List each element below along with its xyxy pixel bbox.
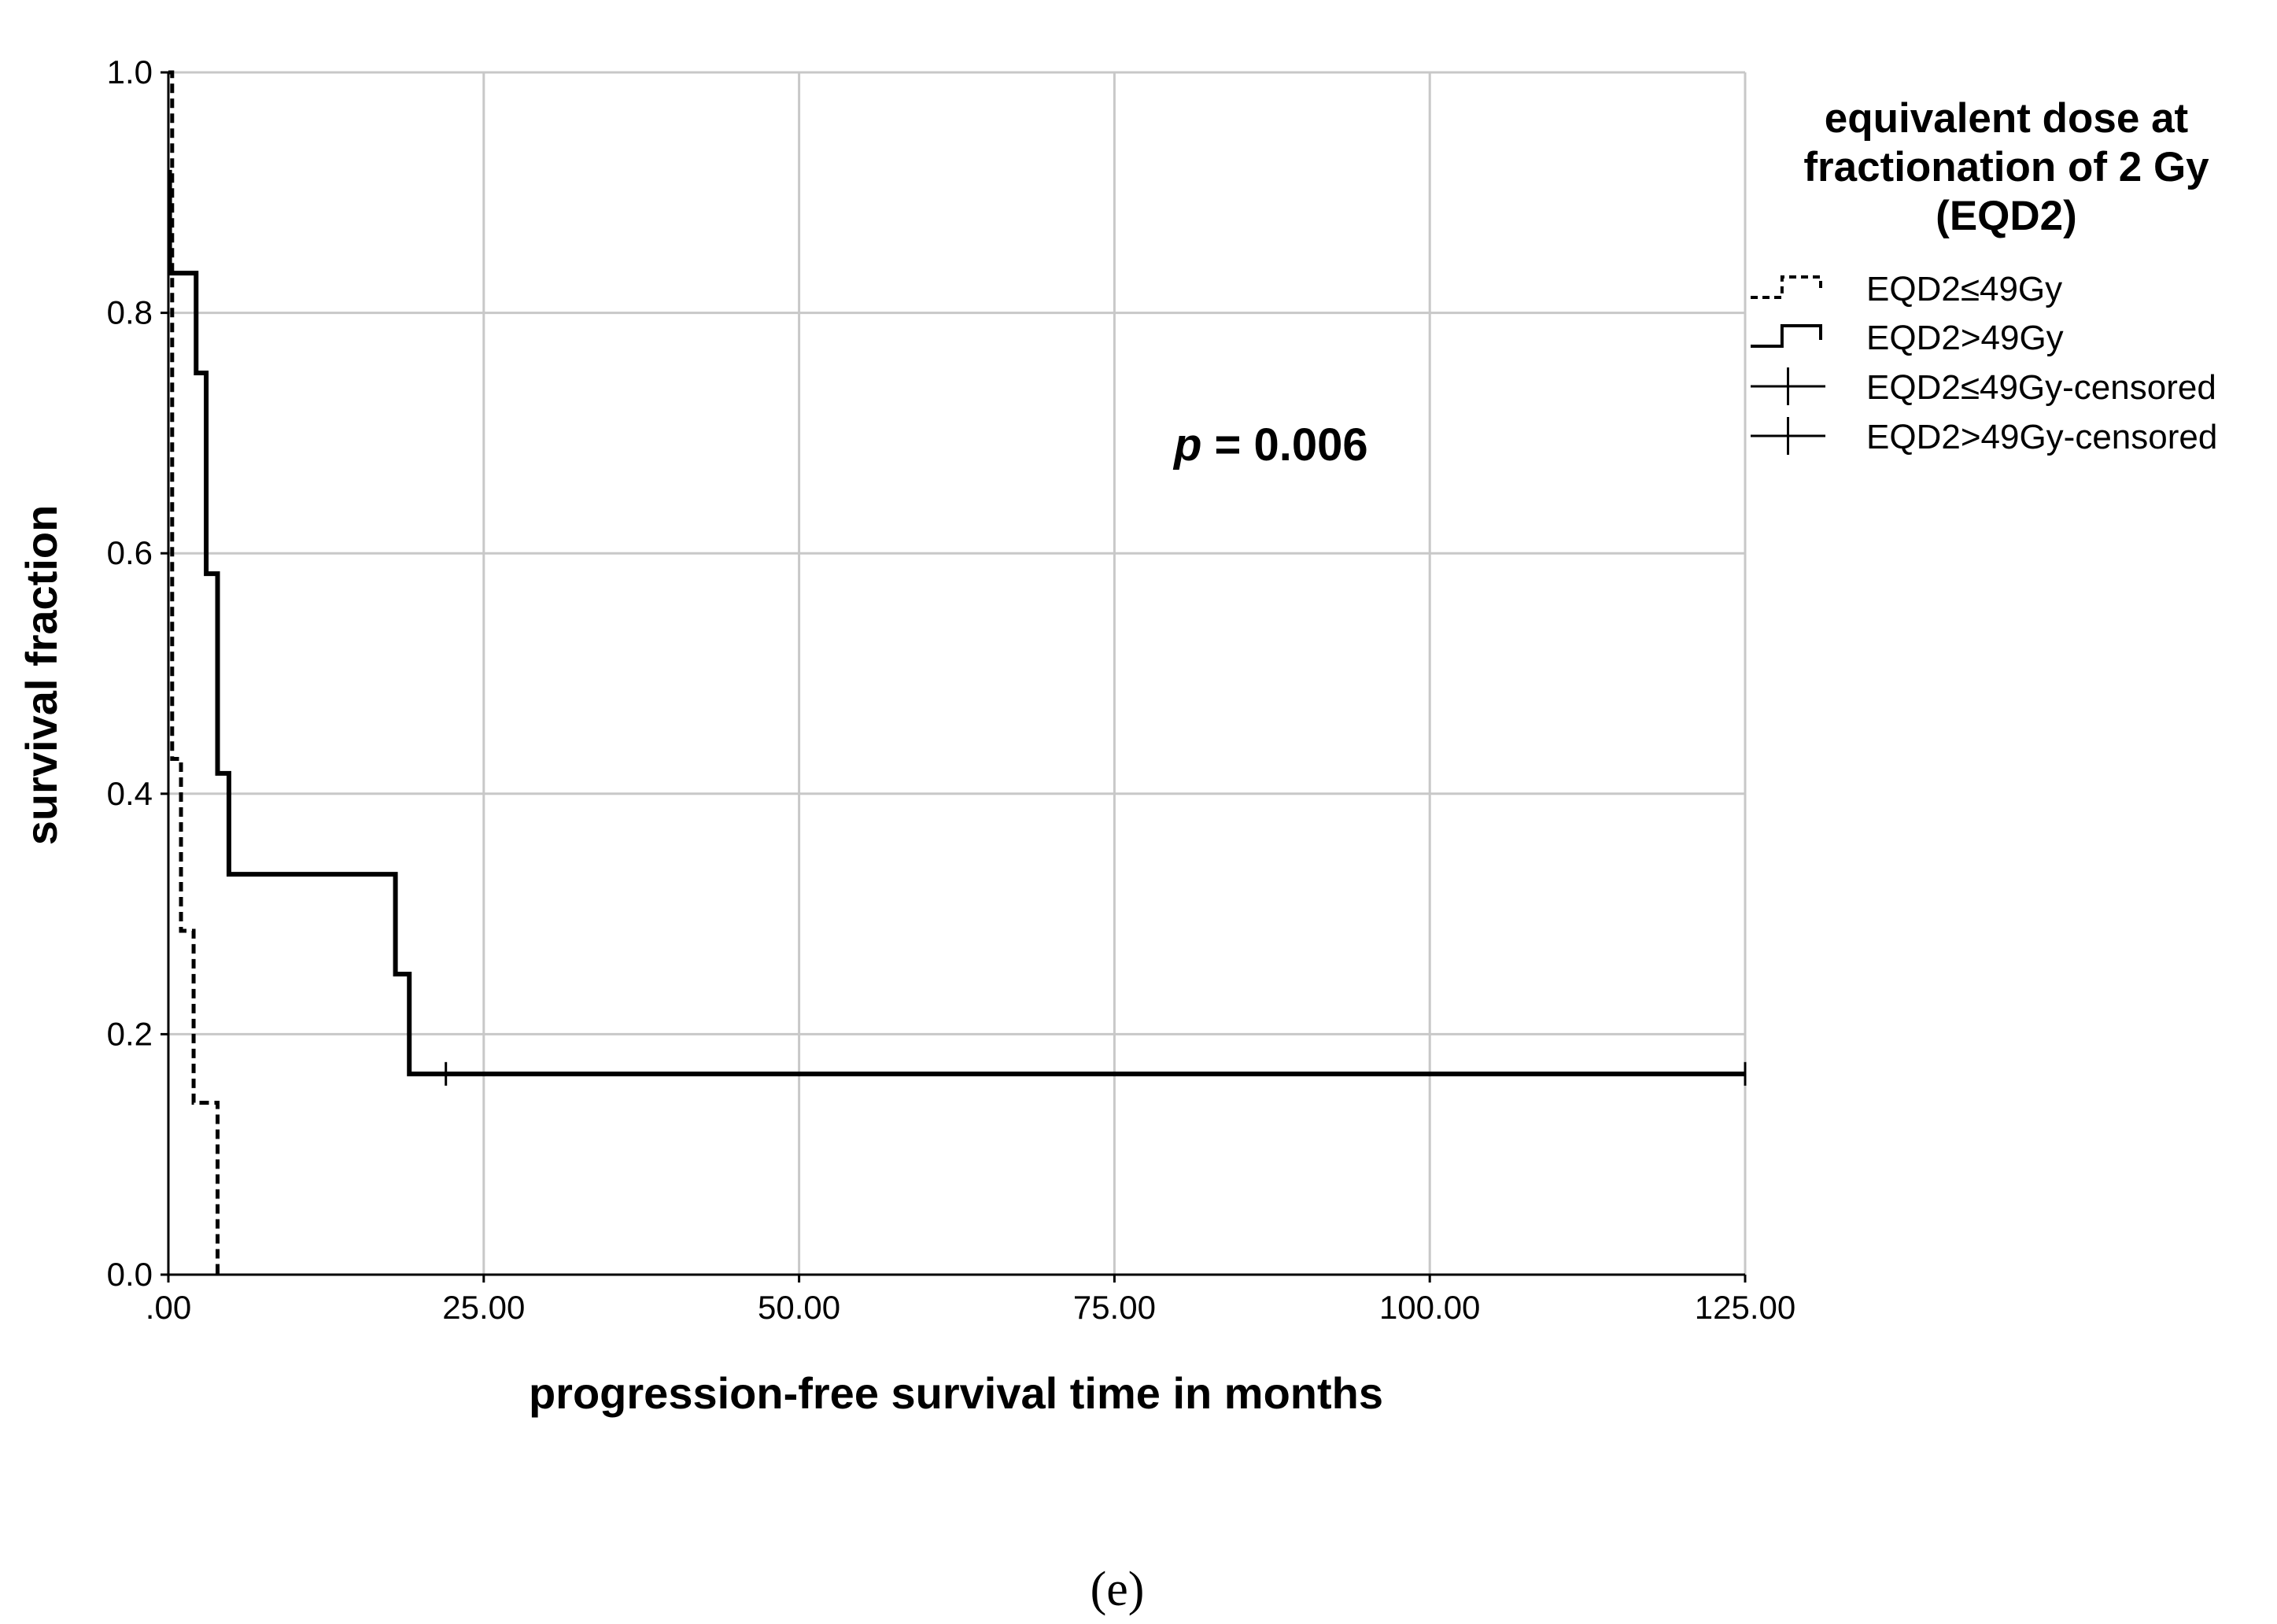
- axes: [167, 72, 1745, 1276]
- legend-entry: EQD2≤49Gy: [1751, 270, 2062, 308]
- y-tick-label: 0.4: [107, 775, 153, 812]
- x-axis-title: progression-free survival time in months: [529, 1368, 1383, 1418]
- legend-title-line-2: fractionation of 2 Gy: [1803, 144, 2209, 190]
- x-axis-ticks: .00 25.00 50.00 75.00 100.00 125.00: [146, 1275, 1795, 1326]
- x-tick-label: 75.00: [1073, 1289, 1156, 1326]
- panel-label: (e): [1091, 1563, 1145, 1616]
- y-tick-label: 0.6: [107, 534, 153, 571]
- legend-swatch-solid: [1751, 324, 1822, 348]
- curve-eqd2-le-49gy: [168, 70, 220, 1275]
- x-tick-label: 100.00: [1379, 1289, 1480, 1326]
- censor-marks: [445, 1061, 1747, 1086]
- legend-entry: EQD2>49Gy: [1751, 319, 2064, 357]
- legend-label: EQD2>49Gy: [1866, 319, 2064, 357]
- x-tick-label: 25.00: [442, 1289, 525, 1326]
- p-value-text: = 0.006: [1201, 419, 1367, 471]
- legend-swatch-dashed: [1751, 275, 1822, 299]
- x-tick-label: .00: [146, 1289, 191, 1326]
- legend-entry: EQD2≤49Gy-censored: [1751, 367, 2216, 407]
- y-tick-label: 0.8: [107, 294, 153, 331]
- legend-title-line-3: (EQD2): [1936, 193, 2077, 239]
- legend-label: EQD2>49Gy-censored: [1866, 418, 2217, 456]
- grid-lines: [168, 71, 1747, 1275]
- y-axis-ticks: 0.0 0.2 0.4 0.6 0.8 1.0: [107, 54, 168, 1293]
- y-tick-label: 0.2: [107, 1015, 153, 1052]
- y-axis-title: survival fraction: [17, 505, 66, 846]
- survival-curves: [167, 70, 1745, 1275]
- y-tick-label: 1.0: [107, 54, 153, 90]
- legend-entry: EQD2>49Gy-censored: [1751, 417, 2217, 456]
- legend-label: EQD2≤49Gy-censored: [1866, 368, 2216, 407]
- x-tick-label: 125.00: [1695, 1289, 1795, 1326]
- legend-label: EQD2≤49Gy: [1866, 270, 2062, 308]
- curve-eqd2-gt-49gy: [167, 169, 1745, 1076]
- legend: equivalent dose at fractionation of 2 Gy…: [1751, 95, 2217, 456]
- p-value-annotation: p = 0.006: [1172, 419, 1368, 471]
- y-tick-label: 0.0: [107, 1256, 153, 1293]
- p-value-symbol: p: [1172, 419, 1201, 471]
- legend-entries: EQD2≤49Gy EQD2>49Gy EQD2≤49Gy-censored EQD2…: [1751, 270, 2217, 456]
- legend-title-line-1: equivalent dose at: [1825, 95, 2188, 142]
- x-tick-label: 50.00: [758, 1289, 840, 1326]
